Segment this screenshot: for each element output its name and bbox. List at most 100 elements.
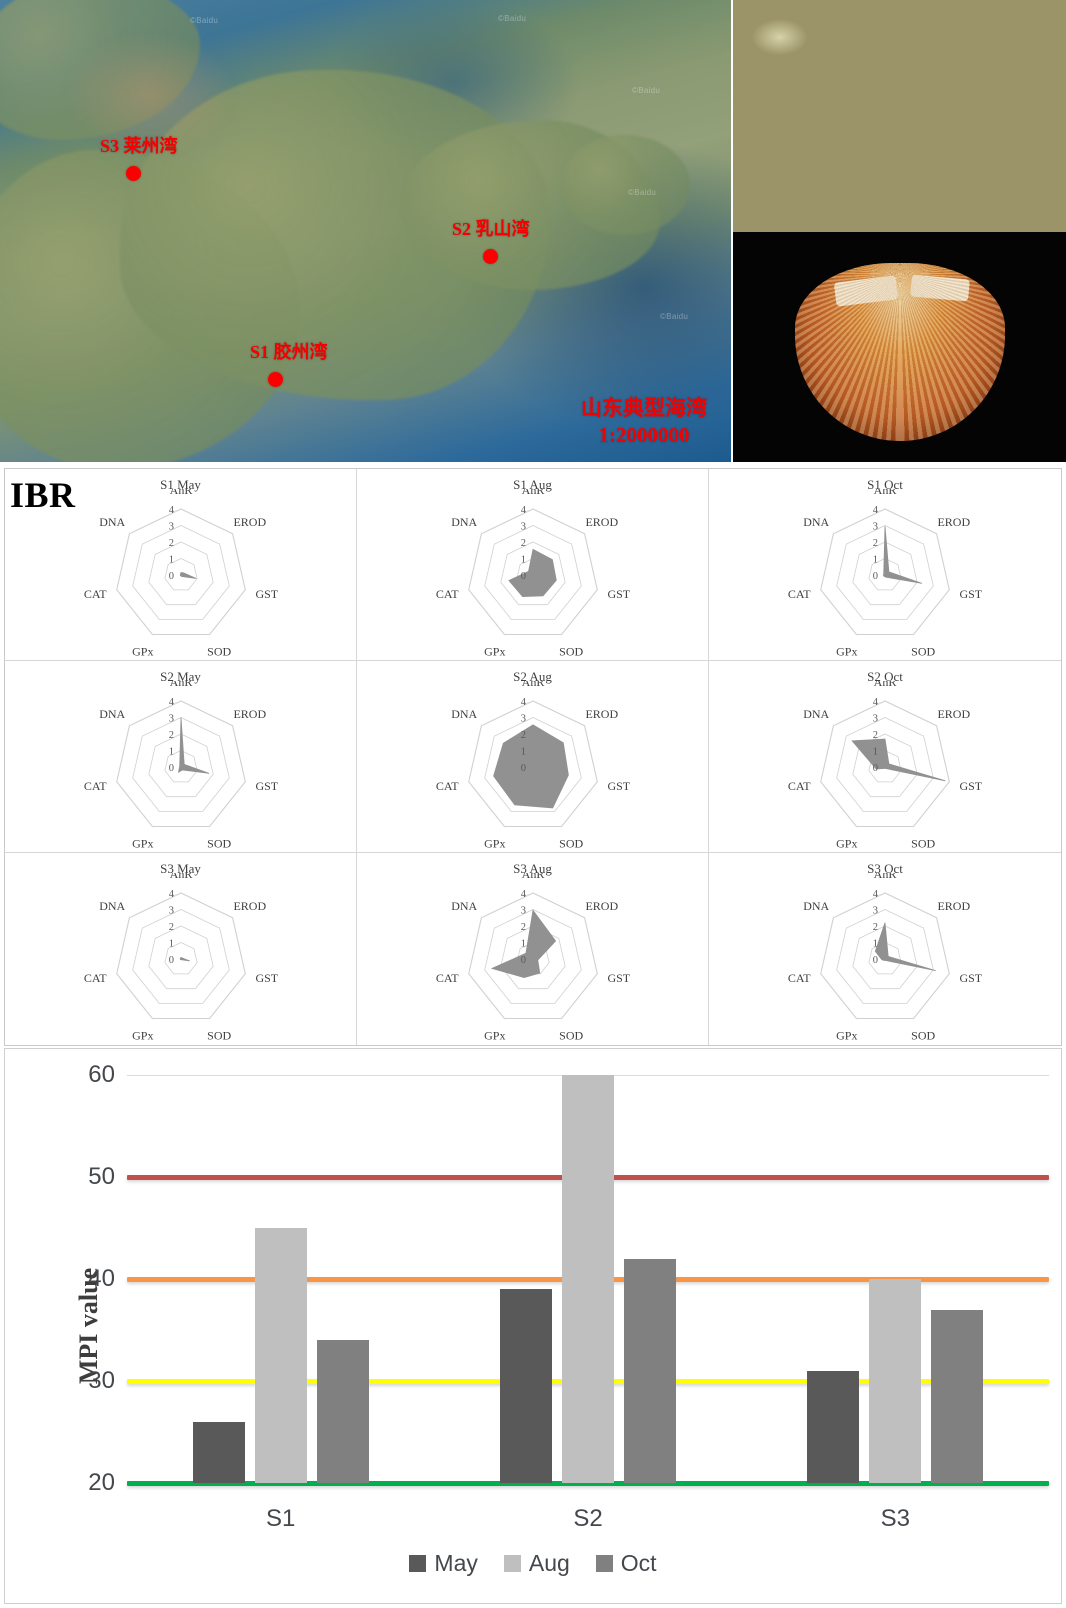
site-marker-s1 [268,372,283,387]
bar-s1-aug[interactable] [254,1228,307,1483]
radar-axis-label-ahr: AhR [169,873,192,881]
radar-tick-label: 4 [873,697,879,708]
radar-tick-label: 1 [168,939,173,950]
radar-grid-ring [467,700,598,828]
radar-cell-s3-oct: S3 Oct 0 1 2 3 4 AhR EROD GST SOD GPx CAT DNA [709,853,1061,1045]
radar-tick-label: 1 [873,939,878,950]
radar-axis-label-sod: SOD [559,1029,583,1043]
radar-axis-label-cat: CAT [788,779,811,793]
radar-title: S3 Oct [867,861,903,876]
radar-axis-label-gst: GST [959,587,982,601]
radar-tick-label: 2 [873,538,878,549]
radar-tick-label: 0 [168,571,173,582]
green-threshold [127,1481,1049,1486]
radar-tick-label: 4 [873,889,879,900]
radar-plot: 0 1 2 3 4 AhR EROD GST SOD GPx CAT DNA [788,873,983,1043]
radar-axis-label-cat: CAT [788,587,811,601]
radar-data-polygon [492,724,569,809]
radar-tick-label: 4 [168,889,174,900]
radar-grid-ring [163,750,198,783]
sediment-plume [60,30,240,160]
radar-axis-label-gst: GST [959,971,982,985]
radar-axis-label-erod: EROD [585,899,618,913]
radar-data-polygon [179,956,190,962]
radar-tick-label: 0 [168,955,173,966]
radar-tick-label: 2 [873,922,878,933]
radar-grid-ring [499,925,566,990]
radar-grid-ring [820,508,950,636]
bar-s1-oct[interactable] [316,1340,369,1483]
radar-axis-label-sod: SOD [911,837,935,851]
radar-axis-label-sod: SOD [559,837,583,851]
x-axis-label-s3: S3 [880,1505,910,1532]
radar-axis-label-sod: SOD [207,645,231,659]
radar-axis-label-erod: EROD [233,707,266,721]
radar-axis-label-ahr: AhR [874,873,897,881]
radar-tick-label: 0 [873,955,878,966]
radar-cell-s2-aug: S2 Aug 0 1 2 3 4 AhR EROD GST SOD GPx CAT DNA [357,661,709,853]
radar-axis-label-gst: GST [959,779,982,793]
legend-item-may[interactable]: May [409,1550,478,1577]
radar-tick-label: 2 [168,538,173,549]
radar-axis-label-cat: CAT [435,971,458,985]
radar-tick-label: 1 [168,555,173,566]
radar-grid-ring [852,733,918,798]
radar-axis-label-dna: DNA [451,899,477,913]
bar-s2-may[interactable] [499,1289,552,1483]
radar-grid-ring [836,717,934,813]
radar-tick-label: 2 [168,922,173,933]
radar-grid-ring [147,541,214,606]
radar-grid-ring [147,733,214,798]
radar-grid-ring [499,541,566,606]
radar-grid-ring [131,909,230,1005]
chart-legend: May Aug Oct [5,1550,1061,1577]
radar-axis-label-gpx: GPx [836,837,857,851]
radar-data-polygon [874,922,936,971]
legend-item-oct[interactable]: Oct [595,1550,657,1577]
site-label-s2: S2 乳山湾 [452,219,530,239]
radar-data-polygon [179,572,196,579]
radar-grid-ring [483,525,582,621]
radar-axis-label-gpx: GPx [484,837,505,851]
map-watermark: ©Baidu [628,188,657,197]
bar-group-s2: S2 [434,1075,741,1532]
radar-title: S3 May [160,861,201,876]
radar-tick-label: 3 [873,522,878,533]
radar-data-polygon [851,738,946,782]
radar-axis-label-dna: DNA [99,515,125,529]
radar-grid-ring [483,717,582,813]
radar-grid-ring [820,892,950,1020]
legend-item-aug[interactable]: Aug [503,1550,570,1577]
radar-axis-label-gst: GST [607,587,630,601]
bar-s2-oct[interactable] [623,1258,676,1483]
radar-tick-label: 4 [168,505,174,516]
landmass-peninsula-tip [560,135,690,235]
bar-s3-oct[interactable] [931,1309,984,1483]
radar-plot: 0 1 2 3 4 AhR EROD GST SOD GPx CAT DNA [435,873,630,1043]
radar-tick-label: 3 [873,714,878,725]
radar-tick-label: 2 [520,538,525,549]
bar-s2-aug[interactable] [561,1075,614,1483]
top-image-band: ©Baidu ©Baidu ©Baidu ©Baidu ©Baidu S3 莱州… [0,0,1066,462]
radar-axis-label-gpx: GPx [836,1029,857,1043]
radar-axis-label-dna: DNA [99,899,125,913]
radar-axis-label-erod: EROD [937,899,970,913]
bar-s1-may[interactable] [192,1421,245,1483]
map-watermark: ©Baidu [660,312,689,321]
site-marker-s3 [126,166,141,181]
y-axis-tick-label: 50 [88,1163,115,1190]
radar-grid-ring [115,892,246,1020]
site-label-s1: S1 胶州湾 [250,342,328,362]
bar-s3-may[interactable] [807,1370,860,1483]
radar-tick-label: 1 [520,747,525,758]
bar-s3-aug[interactable] [869,1279,922,1483]
radar-tick-label: 1 [168,747,173,758]
radar-axis-label-gst: GST [607,971,630,985]
radar-axis-label-cat: CAT [83,587,106,601]
radar-axis-label-gpx: GPx [132,645,153,659]
legend-swatch-aug [503,1555,521,1572]
radar-tick-label: 0 [168,763,173,774]
y-axis-tick-label: 60 [88,1061,115,1088]
scallop-specimen-photo [733,232,1066,462]
radar-axis-label-sod: SOD [207,837,231,851]
